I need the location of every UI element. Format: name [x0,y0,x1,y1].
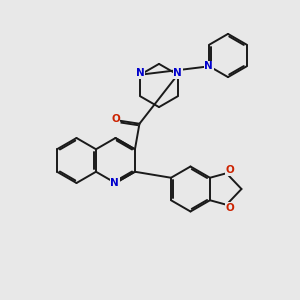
Text: O: O [226,165,235,175]
Text: O: O [111,114,120,124]
Text: N: N [204,61,213,71]
Text: N: N [110,178,119,188]
Text: N: N [136,68,145,78]
Text: O: O [226,203,235,213]
Text: N: N [173,68,182,78]
